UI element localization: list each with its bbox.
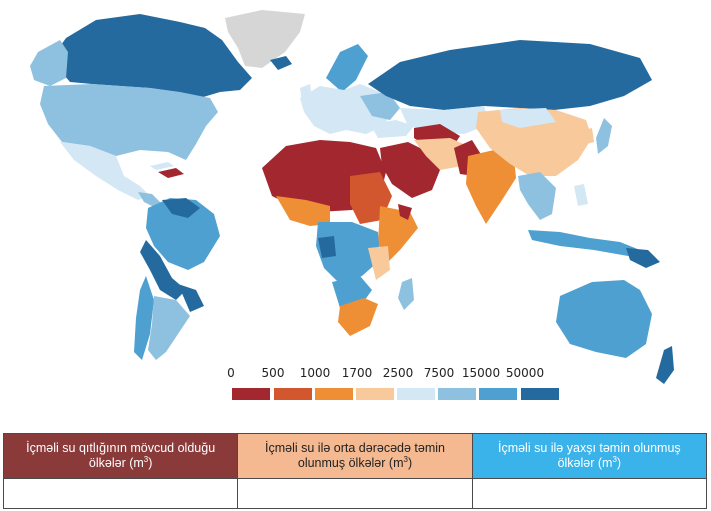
legend-swatch — [356, 388, 394, 400]
philippines — [574, 184, 588, 206]
legend-swatch — [274, 388, 312, 400]
category-table: İçməli su qıtlığının mövcud olduğu ölkəl… — [2, 433, 708, 509]
south-africa — [338, 298, 378, 336]
greenland — [225, 10, 305, 68]
peru-bolivia — [140, 240, 186, 300]
header-text: İçməli su ilə yaxşı təmin olunmuş ölkələ… — [497, 441, 681, 471]
header-unit: (m — [129, 456, 144, 471]
japan — [596, 118, 612, 154]
legend-tick: 500 — [261, 366, 285, 380]
header-close: ) — [148, 456, 153, 471]
cuba — [150, 162, 174, 170]
header-moderate: İçməli su ilə orta dərəcədə təmin olunmu… — [237, 433, 473, 479]
legend: 0 500 1000 1700 2500 7500 15000 50000 — [227, 366, 559, 400]
russia — [368, 40, 652, 110]
legend-swatch — [438, 388, 476, 400]
indonesia — [528, 230, 640, 256]
central-america — [138, 192, 162, 208]
eastern-europe — [360, 92, 400, 120]
china — [476, 108, 592, 176]
legend-tick: 1000 — [299, 366, 331, 380]
header-text: İçməli su ilə orta dərəcədə təmin olunmu… — [265, 441, 445, 471]
iceland — [270, 56, 292, 70]
east-africa — [368, 246, 390, 280]
usa — [40, 84, 218, 160]
australia — [556, 280, 652, 358]
legend-tick: 1700 — [341, 366, 373, 380]
header-sup: 3 — [143, 455, 149, 465]
turkey — [370, 120, 414, 138]
scandinavia — [326, 44, 368, 92]
legend-tick: 50000 — [505, 366, 545, 380]
mexico — [60, 142, 150, 200]
mongolia — [500, 108, 556, 128]
answer-cell-moderate[interactable] — [237, 478, 473, 509]
somalia — [398, 204, 412, 220]
header-sup: 3 — [612, 455, 617, 465]
world-water-map — [30, 10, 674, 384]
canada — [56, 14, 252, 98]
arabia — [380, 142, 440, 198]
legend-swatch — [315, 388, 353, 400]
india — [466, 150, 516, 224]
legend-swatch — [232, 388, 270, 400]
legend-swatch — [479, 388, 517, 400]
new-zealand — [656, 346, 674, 384]
header-well-supplied: İçməli su ilə yaxşı təmin olunmuş ölkələ… — [471, 433, 708, 479]
iran — [414, 138, 468, 170]
uk-ireland — [300, 84, 312, 102]
header-unit: (m — [597, 456, 613, 471]
southeast-asia — [518, 172, 556, 220]
answer-cell-scarcity[interactable] — [2, 478, 239, 509]
papua — [626, 248, 660, 268]
alaska — [30, 40, 68, 86]
header-close: ) — [616, 456, 622, 471]
chile — [134, 276, 154, 360]
legend-tick: 2500 — [382, 366, 414, 380]
legend-tick: 15000 — [461, 366, 501, 380]
south-america-north — [146, 198, 220, 270]
paraguay-uruguay — [178, 284, 204, 312]
legend-tick: 0 — [227, 366, 235, 380]
legend-tick: 7500 — [423, 366, 455, 380]
legend-swatch — [397, 388, 435, 400]
argentina — [148, 296, 190, 360]
guiana-region — [162, 198, 200, 218]
madagascar — [398, 278, 414, 310]
header-sup: 3 — [403, 455, 408, 465]
legend-swatch — [521, 388, 559, 400]
header-text: İçməli su qıtlığının mövcud olduğu ölkəl… — [26, 441, 216, 471]
header-scarcity: İçməli su qıtlığının mövcud olduğu ölkəl… — [2, 433, 239, 479]
header-close: ) — [407, 456, 413, 471]
west-africa — [276, 196, 330, 226]
congo — [318, 236, 336, 258]
header-unit: (m — [388, 456, 404, 471]
answer-cell-well-supplied[interactable] — [471, 478, 708, 509]
korea — [584, 128, 594, 144]
caribbean — [158, 168, 184, 178]
